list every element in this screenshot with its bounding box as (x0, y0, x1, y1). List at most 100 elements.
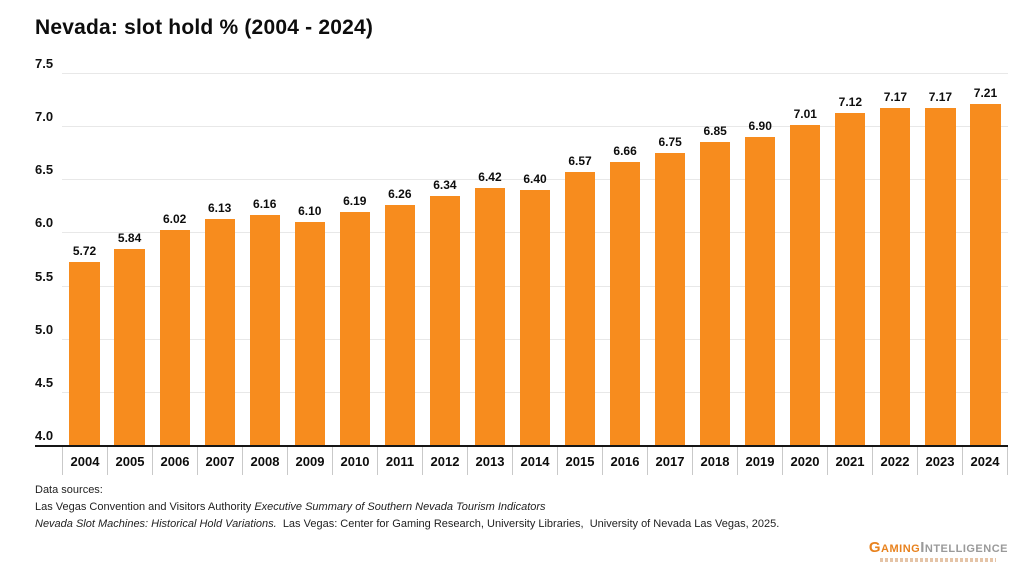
x-tick-label-2007: 2007 (197, 447, 242, 475)
bar-value-label-2012: 6.34 (433, 178, 457, 192)
x-tick-label-2004: 2004 (62, 447, 107, 475)
bar-value-label-2005: 5.84 (117, 231, 142, 245)
bar-value-label-2004: 5.72 (72, 244, 97, 258)
bar-value-label-2021: 7.12 (838, 95, 862, 109)
x-tick-label-2022: 2022 (872, 447, 917, 475)
bar-value-label-2010: 6.19 (343, 194, 367, 208)
source-text: Las Vegas: Center for Gaming Research, U… (276, 518, 780, 530)
x-tick-label-2019: 2019 (737, 447, 782, 475)
bar-2012 (429, 196, 460, 445)
bar-group-2018: 6.85 (693, 73, 738, 445)
page-title: Nevada: slot hold % (2004 - 2024) (35, 16, 374, 39)
x-axis-baseline (35, 445, 1008, 447)
bar-2008 (249, 215, 280, 445)
bar-group-2021: 7.12 (828, 73, 873, 445)
bar-group-2008: 6.16 (242, 73, 287, 445)
bar-value-label-2011: 6.26 (388, 187, 412, 201)
bar-group-2010: 6.19 (332, 73, 377, 445)
bar-group-2020: 7.01 (783, 73, 828, 445)
data-sources-line-1: Data sources: (35, 482, 779, 499)
source-title-italic: Nevada Slot Machines: Historical Hold Va… (35, 518, 277, 530)
bar-2019 (745, 137, 776, 445)
logo-text-intelligence: Intelligence (920, 539, 1008, 556)
bar-group-2009: 6.10 (287, 73, 332, 445)
x-tick-label-2016: 2016 (602, 447, 647, 475)
bar-group-2024: 7.21 (963, 73, 1008, 445)
bar-value-label-2017: 6.75 (658, 135, 682, 149)
bar-group-2013: 6.42 (467, 73, 512, 445)
bar-2023 (925, 108, 956, 445)
bar-value-label-2019: 6.90 (748, 119, 772, 133)
bar-group-2007: 6.13 (197, 73, 242, 445)
bar-value-label-2014: 6.40 (523, 172, 547, 186)
bar-group-2011: 6.26 (377, 73, 422, 445)
x-tick-label-2021: 2021 (827, 447, 872, 475)
logo-text-gaming: Gaming (868, 539, 921, 556)
bar-group-2015: 6.57 (558, 73, 603, 445)
gridline-7.0 (62, 126, 1008, 127)
bar-value-label-2013: 6.42 (478, 170, 502, 184)
bar-2006 (159, 230, 190, 445)
bar-value-label-2007: 6.13 (207, 201, 232, 215)
gridline-6.5 (62, 179, 1008, 180)
bar-group-2016: 6.66 (603, 73, 648, 445)
bar-2021 (835, 113, 866, 445)
y-tick-label-4.5: 4.5 (35, 374, 54, 390)
bar-group-2017: 6.75 (648, 73, 693, 445)
bar-value-label-2023: 7.17 (928, 90, 953, 104)
plot-area: 5.72 5.84 6.02 6.13 6.16 6.10 6.19 6.26 6.34 6.42… (62, 73, 1008, 445)
source-text: Las Vegas Convention and Visitors Author… (35, 501, 255, 513)
bar-2020 (790, 125, 821, 445)
data-sources-line-2: Las Vegas Convention and Visitors Author… (35, 499, 779, 516)
x-tick-label-2024: 2024 (962, 447, 1008, 475)
bar-value-label-2009: 6.10 (298, 204, 322, 218)
bar-2024 (970, 104, 1001, 445)
bar-2022 (880, 108, 911, 445)
x-tick-label-2014: 2014 (512, 447, 557, 475)
bar-value-label-2008: 6.16 (253, 197, 277, 211)
bar-2011 (384, 205, 415, 445)
x-tick-label-2017: 2017 (647, 447, 692, 475)
x-tick-label-2013: 2013 (467, 447, 512, 475)
x-tick-label-2008: 2008 (242, 447, 287, 475)
bar-group-2019: 6.90 (738, 73, 783, 445)
logo-text: GamingIntelligence (869, 540, 1008, 556)
y-tick-label-7.5: 7.5 (35, 55, 54, 71)
bar-group-2014: 6.40 (512, 73, 557, 445)
bar-value-label-2016: 6.66 (613, 144, 637, 158)
bar-group-2012: 6.34 (422, 73, 467, 445)
y-tick-label-5.0: 5.0 (35, 321, 54, 337)
x-tick-label-2010: 2010 (332, 447, 377, 475)
x-tick-label-2009: 2009 (287, 447, 332, 475)
bar-2014 (519, 190, 551, 445)
bar-value-label-2024: 7.21 (973, 86, 998, 100)
source-text: Data sources: (35, 484, 103, 496)
x-tick-label-2011: 2011 (377, 447, 422, 475)
y-axis-labels: 7.5 7.0 6.5 6.0 5.5 5.0 4.5 4.0 (35, 56, 63, 445)
bar-2004 (69, 262, 100, 445)
bar-value-label-2018: 6.85 (703, 124, 727, 138)
x-tick-label-2018: 2018 (692, 447, 737, 475)
y-tick-label-4.0: 4.0 (35, 427, 54, 443)
data-sources-note: Data sources: Las Vegas Convention and Vi… (35, 482, 779, 533)
bar-value-label-2015: 6.57 (568, 154, 592, 168)
y-tick-label-6.0: 6.0 (35, 214, 54, 230)
data-sources-line-3: Nevada Slot Machines: Historical Hold Va… (35, 516, 779, 533)
bar-2007 (204, 219, 235, 445)
source-title-italic: Executive Summary of Southern Nevada Tou… (254, 501, 546, 513)
gaming-intelligence-logo: GamingIntelligence (869, 540, 1008, 562)
bar-2013 (474, 188, 506, 445)
bar-2016 (610, 162, 641, 445)
bar-group-2004: 5.72 (62, 73, 107, 445)
bar-2005 (114, 249, 145, 445)
bar-2015 (564, 172, 596, 445)
bar-value-label-2022: 7.17 (883, 90, 908, 104)
x-axis-labels: 2004 2005 2006 2007 2008 2009 2010 2011 2012 2013… (62, 447, 1008, 475)
x-tick-label-2005: 2005 (107, 447, 152, 475)
bar-group-2006: 6.02 (152, 73, 197, 445)
logo-tagline (880, 558, 997, 562)
x-tick-label-2015: 2015 (557, 447, 602, 475)
x-tick-label-2023: 2023 (917, 447, 962, 475)
bar-value-label-2020: 7.01 (793, 107, 817, 121)
x-tick-label-2020: 2020 (782, 447, 827, 475)
